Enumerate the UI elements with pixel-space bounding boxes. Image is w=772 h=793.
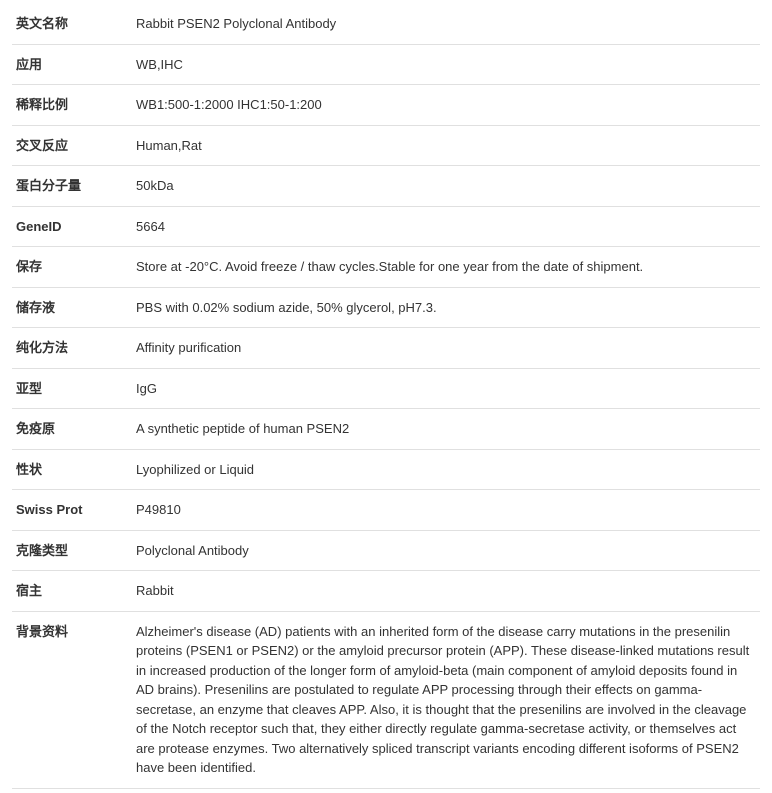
row-label: Swiss Prot bbox=[12, 490, 132, 531]
row-label: 蛋白分子量 bbox=[12, 166, 132, 207]
table-row: 亚型 IgG bbox=[12, 368, 760, 409]
table-row: 背景资料 Alzheimer's disease (AD) patients w… bbox=[12, 611, 760, 788]
table-row: 宿主 Rabbit bbox=[12, 571, 760, 612]
row-label: GeneID bbox=[12, 206, 132, 247]
row-label: 宿主 bbox=[12, 571, 132, 612]
row-label: 稀释比例 bbox=[12, 85, 132, 126]
table-row: GeneID 5664 bbox=[12, 206, 760, 247]
table-row: 蛋白分子量 50kDa bbox=[12, 166, 760, 207]
row-value: Store at -20°C. Avoid freeze / thaw cycl… bbox=[132, 247, 760, 288]
table-row: 储存液 PBS with 0.02% sodium azide, 50% gly… bbox=[12, 287, 760, 328]
row-value: Polyclonal Antibody bbox=[132, 530, 760, 571]
spec-table-body: 英文名称 Rabbit PSEN2 Polyclonal Antibody 应用… bbox=[12, 4, 760, 788]
spec-table: 英文名称 Rabbit PSEN2 Polyclonal Antibody 应用… bbox=[12, 4, 760, 789]
row-value: Alzheimer's disease (AD) patients with a… bbox=[132, 611, 760, 788]
row-value: 50kDa bbox=[132, 166, 760, 207]
row-value: Rabbit bbox=[132, 571, 760, 612]
table-row: 免疫原 A synthetic peptide of human PSEN2 bbox=[12, 409, 760, 450]
row-label: 亚型 bbox=[12, 368, 132, 409]
table-row: 应用 WB,IHC bbox=[12, 44, 760, 85]
row-value: Affinity purification bbox=[132, 328, 760, 369]
row-label: 免疫原 bbox=[12, 409, 132, 450]
row-value: WB,IHC bbox=[132, 44, 760, 85]
table-row: 保存 Store at -20°C. Avoid freeze / thaw c… bbox=[12, 247, 760, 288]
table-row: Swiss Prot P49810 bbox=[12, 490, 760, 531]
table-row: 纯化方法 Affinity purification bbox=[12, 328, 760, 369]
row-label: 储存液 bbox=[12, 287, 132, 328]
row-label: 性状 bbox=[12, 449, 132, 490]
row-label: 背景资料 bbox=[12, 611, 132, 788]
row-label: 英文名称 bbox=[12, 4, 132, 44]
table-row: 稀释比例 WB1:500-1:2000 IHC1:50-1:200 bbox=[12, 85, 760, 126]
row-label: 纯化方法 bbox=[12, 328, 132, 369]
row-value: P49810 bbox=[132, 490, 760, 531]
row-value: PBS with 0.02% sodium azide, 50% glycero… bbox=[132, 287, 760, 328]
row-value: Human,Rat bbox=[132, 125, 760, 166]
row-label: 保存 bbox=[12, 247, 132, 288]
row-label: 交叉反应 bbox=[12, 125, 132, 166]
table-row: 交叉反应 Human,Rat bbox=[12, 125, 760, 166]
row-value: Rabbit PSEN2 Polyclonal Antibody bbox=[132, 4, 760, 44]
table-row: 克隆类型 Polyclonal Antibody bbox=[12, 530, 760, 571]
row-value: WB1:500-1:2000 IHC1:50-1:200 bbox=[132, 85, 760, 126]
row-label: 应用 bbox=[12, 44, 132, 85]
row-value: 5664 bbox=[132, 206, 760, 247]
row-value: IgG bbox=[132, 368, 760, 409]
table-row: 英文名称 Rabbit PSEN2 Polyclonal Antibody bbox=[12, 4, 760, 44]
table-row: 性状 Lyophilized or Liquid bbox=[12, 449, 760, 490]
row-label: 克隆类型 bbox=[12, 530, 132, 571]
row-value: Lyophilized or Liquid bbox=[132, 449, 760, 490]
row-value: A synthetic peptide of human PSEN2 bbox=[132, 409, 760, 450]
